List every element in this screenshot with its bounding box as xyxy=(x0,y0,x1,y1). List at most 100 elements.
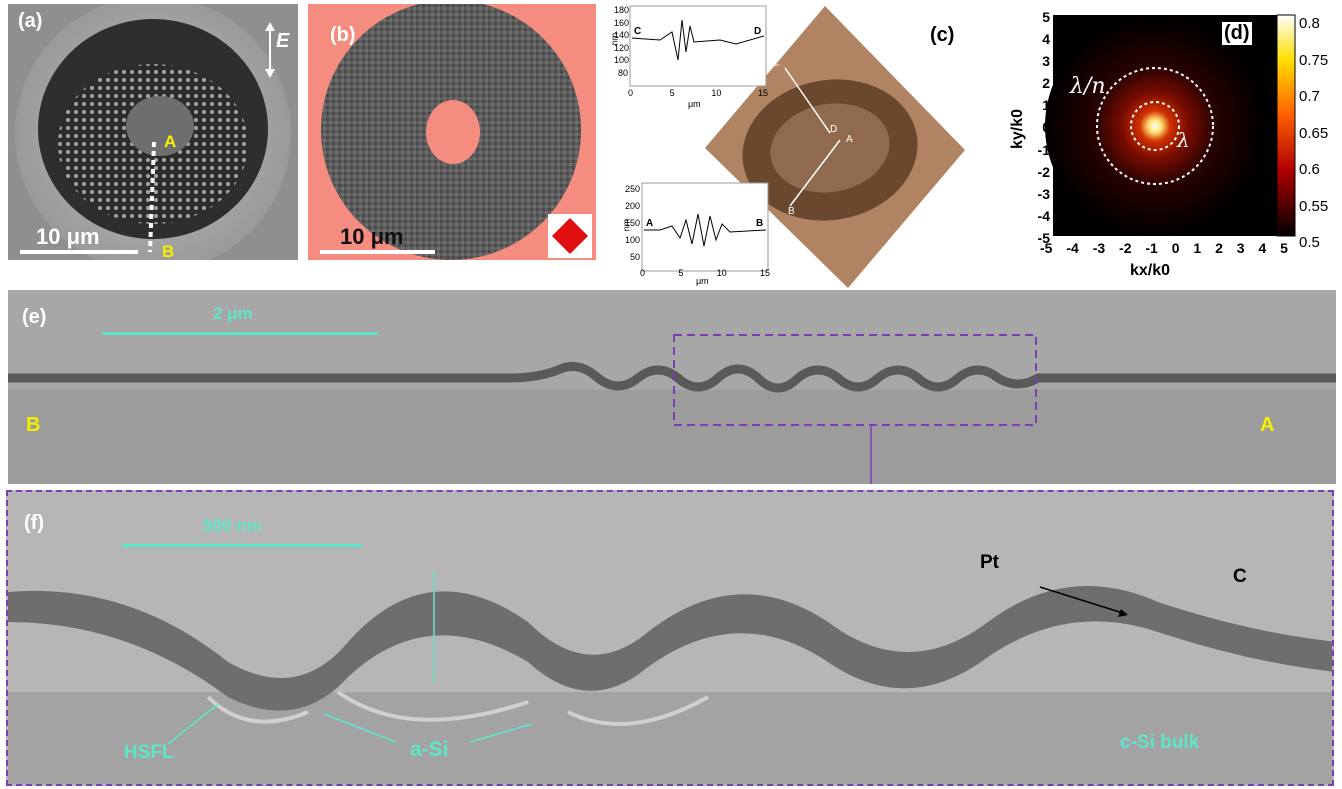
panel-b-scale-bar xyxy=(320,250,435,254)
panel-a-scale-bar xyxy=(20,250,138,254)
xtick: -2 xyxy=(1119,240,1132,256)
ytick: 4 xyxy=(1042,31,1050,48)
panel-c-graphic xyxy=(629,5,965,288)
xtick: 4 xyxy=(1258,240,1267,256)
bulk-label: c-Si bulk xyxy=(1120,732,1200,753)
panel-d-fourier: (d) λ/n λ 5 4 3 2 1 0 -1 -2 -3 -4 -5 ky/… xyxy=(980,0,1342,288)
point-a-label: A xyxy=(164,132,177,151)
ytick: 140 xyxy=(614,30,630,41)
asi-label: a-Si xyxy=(410,738,449,761)
ytick: -3 xyxy=(1037,185,1050,202)
xtick: 15 xyxy=(757,88,768,98)
profile-cd-right: D xyxy=(754,26,762,37)
afm-point-b: B xyxy=(788,206,795,217)
ytick: 80 xyxy=(617,67,628,78)
ytick: 3 xyxy=(1042,53,1050,70)
panel-b-phase-map: (b) 10 μm xyxy=(308,4,596,260)
panel-d-label: (d) xyxy=(1222,22,1252,45)
colorbar-tick: 0.6 xyxy=(1299,161,1320,178)
panel-f-graphic xyxy=(8,492,1332,784)
panel-e-left-end: B xyxy=(26,414,41,436)
panel-e-right-end: A xyxy=(1260,414,1275,436)
colorbar-tick: 0.65 xyxy=(1299,124,1329,142)
xtick: 5 xyxy=(1280,240,1288,256)
xtick: 10 xyxy=(711,88,722,98)
xtick: 5 xyxy=(669,88,675,98)
panel-b-scale-label: 10 μm xyxy=(340,224,404,249)
ytick: 1 xyxy=(1042,97,1050,114)
c-layer-label: C xyxy=(1233,566,1247,587)
xtick: 10 xyxy=(716,268,727,278)
ring-outer-label: λ/n xyxy=(1070,74,1106,99)
ytick: -2 xyxy=(1037,163,1050,180)
fourier-xlabel: kx/k0 xyxy=(1130,262,1171,279)
profile-cd-xlabel: μm xyxy=(688,99,701,109)
ytick: 100 xyxy=(614,55,630,66)
colorbar-tick: 0.5 xyxy=(1299,234,1320,251)
point-b-label: B xyxy=(162,242,175,260)
panel-a-graphic xyxy=(8,4,298,260)
ytick: -1 xyxy=(1037,141,1050,158)
xtick: -4 xyxy=(1066,240,1079,256)
ring-inner-label: λ xyxy=(1177,128,1190,152)
panel-d-graphic xyxy=(1045,14,1296,237)
ytick: -4 xyxy=(1037,207,1050,224)
panel-e-label: (e) xyxy=(22,306,47,328)
xtick: -5 xyxy=(1040,240,1053,256)
ytick: 250 xyxy=(624,184,640,194)
panel-e-scale-bar xyxy=(103,332,378,335)
pt-layer-label: Pt xyxy=(980,552,999,573)
panel-c-afm: (c) C D A B nm 180 160 140 120 100 80 0 … xyxy=(600,0,975,288)
panel-e-cross-section: (e) 2 μm B A xyxy=(8,290,1336,484)
colorbar-tick: 0.55 xyxy=(1299,197,1329,215)
ytick: -5 xyxy=(1037,229,1050,246)
profile-cd-yticks: 180 160 140 120 100 80 xyxy=(614,4,630,80)
ytick: 50 xyxy=(629,252,640,262)
panel-f-scale-bar xyxy=(122,544,362,547)
ytick: 0 xyxy=(1042,119,1050,136)
panel-a-scale-label: 10 μm xyxy=(36,224,100,249)
fourier-yticks: 5 4 3 2 1 0 -1 -2 -3 -4 -5 xyxy=(1028,6,1050,249)
xtick: -3 xyxy=(1092,240,1106,256)
panel-f-zoom: (f) 500 nm Pt C HSFL a-Si c-Si bulk xyxy=(6,490,1334,786)
fourier-ylabel: ky/k0 xyxy=(1009,108,1027,150)
panel-a-label: (a) xyxy=(18,10,43,32)
afm-point-a: A xyxy=(846,134,853,145)
afm-point-c: C xyxy=(772,58,780,69)
ytick: 150 xyxy=(624,218,640,228)
panel-f-label: (f) xyxy=(24,512,44,534)
xtick: 0 xyxy=(1171,240,1180,256)
panel-e-scale-label: 2 μm xyxy=(213,304,253,323)
ytick: 100 xyxy=(624,235,640,245)
panel-c-label: (c) xyxy=(930,24,955,46)
ytick: 5 xyxy=(1042,9,1050,25)
afm-point-d: D xyxy=(830,124,838,135)
xtick: 2 xyxy=(1215,240,1223,256)
xtick: -1 xyxy=(1145,240,1158,256)
xtick: 5 xyxy=(678,268,684,278)
ytick: 200 xyxy=(624,201,640,211)
profile-ab-yticks: 250 200 150 100 50 xyxy=(620,181,640,266)
profile-cd-xticks: 0 5 10 15 xyxy=(628,88,768,98)
profile-cd-left: C xyxy=(634,26,642,37)
panel-e-graphic xyxy=(8,290,1336,484)
ytick: 2 xyxy=(1042,75,1050,92)
colorbar-ticks: 0.8 0.75 0.7 0.65 0.6 0.55 0.5 xyxy=(1299,6,1328,262)
profile-ab-right: B xyxy=(756,218,764,229)
panel-b-label: (b) xyxy=(330,24,356,46)
xtick: 0 xyxy=(628,88,634,98)
profile-ab-xlabel: μm xyxy=(696,276,709,286)
xtick: 1 xyxy=(1193,240,1202,256)
ytick: 120 xyxy=(614,42,630,53)
xtick: 3 xyxy=(1236,240,1245,256)
ytick: 180 xyxy=(614,5,630,15)
hsfl-label: HSFL xyxy=(124,742,174,763)
colorbar-tick: 0.7 xyxy=(1299,88,1320,105)
xtick: 15 xyxy=(759,268,770,278)
profile-ab-left: A xyxy=(646,218,654,229)
panel-b-graphic xyxy=(308,4,596,260)
panel-f-scale-label: 500 nm xyxy=(203,516,262,535)
colorbar-tick: 0.8 xyxy=(1299,15,1320,32)
profile-ab-xticks: 0 5 10 15 xyxy=(640,268,770,278)
ytick: 160 xyxy=(614,17,630,28)
